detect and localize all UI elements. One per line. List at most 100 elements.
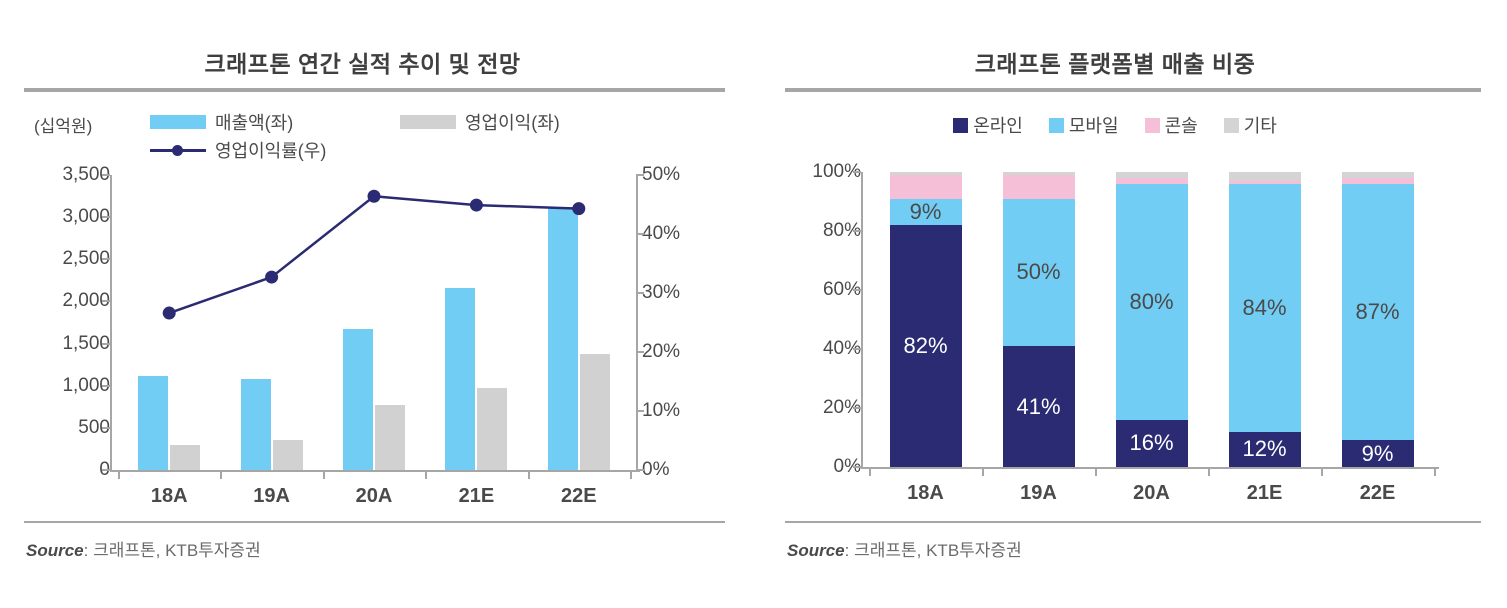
platform-stack-bar: 9% 87% <box>1341 172 1414 467</box>
revenue-bar[interactable] <box>547 207 578 470</box>
left-y2-axis-line <box>636 175 638 470</box>
operating-margin-point[interactable] <box>265 270 279 284</box>
operating-profit-bar[interactable] <box>579 353 610 470</box>
left-y-tick <box>102 342 110 345</box>
legend-item-operating-margin: 영업이익률(우) <box>150 137 400 163</box>
left-y-tick-label: 1,000 <box>62 374 110 396</box>
operating-margin-line-marker-icon <box>150 143 206 157</box>
online-segment[interactable]: 41% <box>1002 346 1075 467</box>
console-segment[interactable] <box>1115 177 1188 184</box>
online-swatch-icon <box>953 117 969 133</box>
mobile-segment-label: 87% <box>1355 299 1400 325</box>
left-y-tick-label: 3,500 <box>62 164 110 185</box>
right-y-tick <box>853 466 861 468</box>
right-y-tick <box>853 407 861 409</box>
right-x-axis-line <box>861 467 1439 469</box>
console-segment[interactable] <box>1002 174 1075 199</box>
mobile-segment[interactable]: 87% <box>1341 183 1414 441</box>
console-segment[interactable] <box>889 174 962 199</box>
left-y-tick-label: 1,500 <box>62 332 110 354</box>
right-x-tick <box>869 467 871 476</box>
revenue-bar[interactable] <box>342 329 373 470</box>
left-y2-tick-label: 20% <box>642 341 681 362</box>
left-y2-tick-label: 50% <box>642 164 681 185</box>
right-source-text: : 크래프톤, KTB투자증권 <box>844 541 1022 560</box>
legend-label-online: 온라인 <box>973 116 1023 136</box>
legend-label-operating-margin: 영업이익률(우) <box>215 141 327 161</box>
left-y-tick <box>102 426 110 429</box>
legend-label-operating-profit: 영업이익(좌) <box>465 113 560 133</box>
online-segment[interactable]: 9% <box>1341 440 1414 467</box>
left-y-tick <box>102 300 110 303</box>
operating-margin-point[interactable] <box>572 202 586 216</box>
left-x-tick <box>527 470 530 479</box>
left-x-tick <box>118 470 120 479</box>
legend-item-console: 콘솔 <box>1144 112 1198 138</box>
right-source-note: Source: 크래프톤, KTB투자증권 <box>787 536 1022 561</box>
left-y2-tick-label: 10% <box>642 400 681 421</box>
left-y2-tick <box>636 233 644 235</box>
operating-margin-line-overlay <box>162 189 586 320</box>
operating-profit-bar[interactable] <box>272 440 303 470</box>
revenue-bar[interactable] <box>138 376 169 470</box>
legend-label-mobile: 모바일 <box>1068 116 1119 136</box>
right-title-divider <box>785 88 1481 92</box>
left-y-axis-line <box>110 175 112 470</box>
online-segment[interactable]: 82% <box>889 225 962 467</box>
other-segment[interactable] <box>889 172 962 175</box>
right-y-tick-label: 20% <box>822 397 861 418</box>
online-segment[interactable]: 12% <box>1228 431 1301 467</box>
operating-profit-bar[interactable] <box>374 404 405 470</box>
left-y-tick <box>102 174 110 176</box>
mobile-segment[interactable]: 9% <box>889 198 962 226</box>
left-bar-group <box>528 175 630 470</box>
console-segment[interactable] <box>1228 180 1301 184</box>
revenue-bar[interactable] <box>445 287 476 470</box>
left-bar-group <box>118 175 220 470</box>
operating-profit-swatch-icon <box>400 115 456 129</box>
console-segment[interactable] <box>1341 177 1414 184</box>
other-segment[interactable] <box>1341 172 1414 178</box>
right-y-tick <box>853 171 861 173</box>
console-swatch-icon <box>1144 117 1160 133</box>
left-x-axis-line <box>110 470 640 472</box>
left-chart-bars <box>118 175 630 470</box>
online-segment-label: 12% <box>1242 436 1287 462</box>
other-segment[interactable] <box>1002 172 1075 175</box>
online-segment-label: 16% <box>1129 430 1174 456</box>
online-segment[interactable]: 16% <box>1115 419 1188 467</box>
left-x-axis-label: 18A <box>150 485 188 507</box>
left-y-tick <box>102 384 110 387</box>
right-y-tick-label: 80% <box>822 220 861 241</box>
revenue-bar[interactable] <box>240 378 271 470</box>
other-segment[interactable] <box>1228 172 1301 181</box>
left-x-axis-label: 22E <box>561 485 597 507</box>
operating-margin-point[interactable] <box>469 198 483 212</box>
right-x-axis-label: 21E <box>1246 482 1283 504</box>
legend-item-online: 온라인 <box>953 112 1023 138</box>
left-chart-title: 크래프톤 연간 실적 추이 및 전망 <box>204 51 521 77</box>
operating-margin-point[interactable] <box>367 189 381 203</box>
left-source-text: : 크래프톤, KTB투자증권 <box>83 541 261 560</box>
left-source-note: Source: 크래프톤, KTB투자증권 <box>26 536 261 561</box>
mobile-segment[interactable]: 80% <box>1115 183 1188 420</box>
operating-profit-bar[interactable] <box>477 388 508 470</box>
right-x-tick <box>1321 467 1323 476</box>
left-bar-group <box>425 175 527 470</box>
left-y2-tick <box>636 174 644 176</box>
other-segment[interactable] <box>1115 172 1188 178</box>
mobile-segment[interactable]: 50% <box>1002 198 1075 347</box>
legend-label-console: 콘솔 <box>1164 116 1198 136</box>
mobile-segment[interactable]: 84% <box>1228 183 1301 432</box>
left-bar-group <box>323 175 425 470</box>
left-source-label: Source <box>26 541 84 560</box>
right-x-axis-label: 22E <box>1359 482 1396 504</box>
right-y-tick-label: 60% <box>822 279 861 300</box>
platform-stack-bar: 82% 9% <box>889 172 962 467</box>
right-chart-plot-area: 0% 20% 40% 60% 80% 100% 82% 9% 41% 50% 16% 80% 12% 8… <box>812 161 1439 504</box>
legend-item-other: 기타 <box>1223 112 1277 138</box>
operating-margin-point[interactable] <box>162 306 176 320</box>
operating-profit-bar[interactable] <box>170 445 201 470</box>
right-x-axis-label: 19A <box>1020 482 1057 504</box>
